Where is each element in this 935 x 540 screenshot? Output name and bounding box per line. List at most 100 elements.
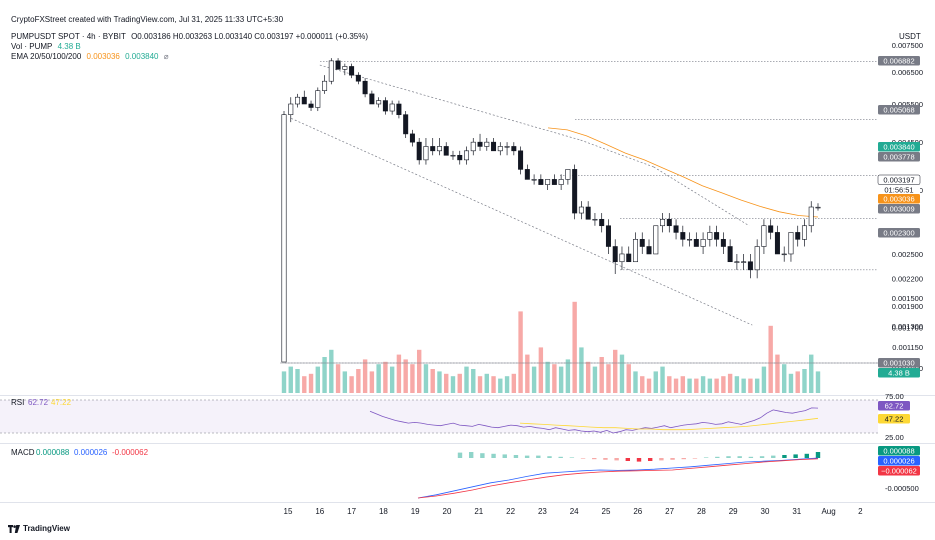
macd-value-tag-text: 0.000088 [883, 447, 914, 456]
volume-bar [437, 371, 442, 393]
rsi-ma-tag-text: 47.22 [885, 415, 904, 424]
candle-body [666, 218, 672, 227]
ema-legend[interactable]: EMA 20/50/100/200 0.003036 0.003840 ⌀ [11, 51, 172, 62]
candle-body [599, 218, 605, 227]
volume-bar [302, 376, 307, 393]
macd-axis-tick: -0.000500 [885, 484, 919, 493]
volume-bar [761, 366, 767, 393]
candle-body [335, 60, 341, 70]
candle-body [558, 179, 564, 185]
volume-bar [768, 325, 773, 393]
rsi-ma-line [519, 417, 819, 431]
price-tick-label: 0.001900 [892, 302, 923, 311]
macd-signal-line [417, 458, 819, 499]
price-label-text: 0.003840 [883, 143, 914, 152]
macd-label: MACD [11, 448, 35, 457]
symbol-name[interactable]: PUMPUSDT SPOT · 4h · BYBIT [11, 32, 126, 41]
candle-body [680, 232, 686, 240]
candle-body [578, 206, 584, 214]
volume-bar [619, 354, 625, 393]
price-label-tag [878, 142, 920, 152]
volume-bar [673, 378, 679, 393]
tradingview-icon [8, 524, 20, 533]
macd-histogram-bar [457, 452, 463, 458]
macd-histogram-bar [659, 458, 664, 461]
macd-histogram-bar [759, 456, 765, 458]
volume-label-text: 4.38 B [888, 369, 910, 378]
volume-bar [700, 376, 706, 393]
price-tick-label: 0.005500 [892, 100, 923, 109]
x-axis-label: 29 [729, 507, 738, 516]
eye-icon[interactable]: ⌀ [163, 52, 169, 61]
candle-body [423, 146, 429, 161]
price-label-tag [878, 194, 920, 204]
candle-body [362, 80, 368, 95]
x-axis-label: Aug [821, 507, 835, 516]
price-label-text: 0.003036 [883, 195, 914, 204]
candle-body [774, 232, 780, 255]
rsi-band [0, 400, 878, 433]
volume-bar [457, 373, 462, 393]
volume-bar [599, 357, 604, 393]
volume-bar [369, 371, 375, 393]
volume-bar [349, 376, 354, 393]
volume-bar [518, 311, 523, 393]
candle-body [747, 261, 753, 271]
candle-body [416, 141, 422, 161]
macd-value-tag-text: −0.000062 [881, 467, 917, 476]
macd-histogram-bar [737, 456, 742, 458]
price-label-text: 0.003009 [883, 205, 914, 214]
rsi-label: RSI [11, 398, 24, 407]
candle-body [768, 225, 774, 233]
macd-histogram-bar [771, 455, 776, 458]
macd-histogram-bar [715, 456, 720, 458]
volume-bar [342, 371, 348, 393]
macd-histogram-bar [681, 458, 686, 460]
macd-histogram-bar [558, 456, 563, 458]
macd-histogram-bar [692, 458, 698, 459]
volume-bar [748, 378, 753, 393]
volume-bar [423, 364, 429, 393]
rsi-ma-value: 47.22 [51, 398, 72, 407]
volume-bar [660, 366, 665, 393]
candle-body [396, 103, 402, 115]
macd-histogram-bar [491, 453, 496, 458]
volume-bar [504, 376, 510, 393]
macd-histogram-bar [569, 457, 575, 458]
price-label-text: 0.003778 [883, 153, 914, 162]
x-axis-label: 19 [411, 507, 420, 516]
candle-body [551, 179, 557, 185]
volume-bar [680, 376, 686, 393]
volume-label-tag [878, 368, 920, 378]
candle-body [382, 100, 388, 112]
rsi-value-tag [878, 401, 910, 411]
volume-bar [315, 366, 320, 393]
volume-bar [430, 369, 435, 393]
volume-bar [416, 349, 422, 393]
candle-body [457, 154, 463, 161]
candle-body [761, 225, 767, 247]
macd-value: 0.000088 [36, 448, 70, 457]
candle-body [484, 141, 490, 147]
candle-body [322, 80, 328, 91]
candle-body [376, 100, 382, 105]
volume-bar [606, 364, 611, 393]
candle-body [518, 150, 524, 170]
macd-histogram-bar [547, 456, 552, 458]
symbol-line[interactable]: PUMPUSDT SPOT · 4h · BYBIT O0.003186 H0.… [11, 31, 371, 42]
macd-histogram-bar [468, 452, 474, 458]
candle-body [538, 179, 544, 185]
candle-body [660, 218, 666, 227]
volume-bar [464, 366, 469, 393]
volume-bar [450, 376, 456, 393]
volume-bar [714, 378, 719, 393]
macd-value-tag [878, 456, 920, 466]
price-tick-label: 0.002200 [892, 274, 923, 283]
candle-body [524, 169, 530, 180]
macd-histogram-bar [580, 458, 586, 459]
volume-legend[interactable]: Vol · PUMP 4.38 B [11, 41, 84, 52]
macd-value-tag-text: 0.000026 [883, 457, 914, 466]
macd-histogram-bar [703, 457, 709, 458]
volume-bar [538, 347, 544, 393]
